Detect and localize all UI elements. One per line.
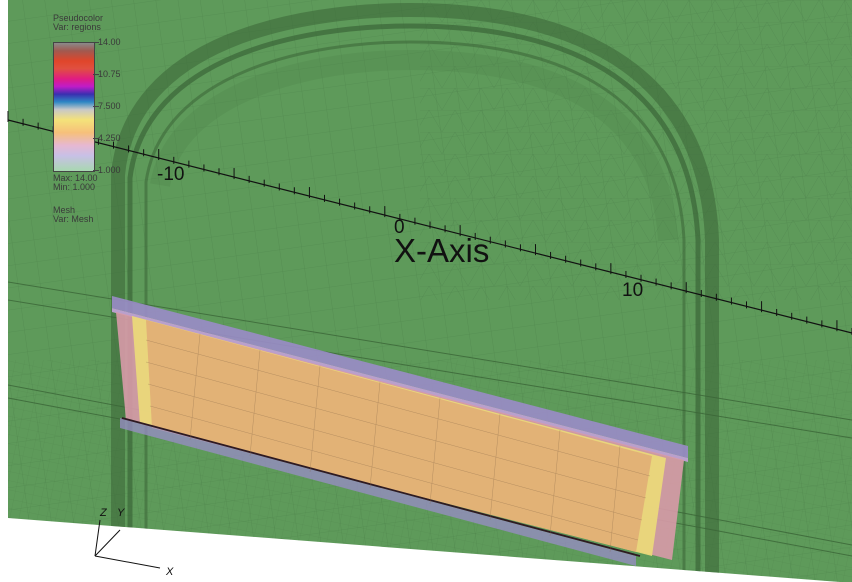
region-block (112, 296, 688, 566)
legend-tick (93, 170, 99, 171)
x-axis: -10 0 10 X-Axis (7, 111, 852, 335)
axis-title: X-Axis (394, 232, 489, 269)
legend-tick-label: 10.75 (98, 69, 121, 79)
legend-tick-label: 7.500 (98, 101, 121, 111)
legend-colorbar (53, 42, 95, 172)
triad-x-label: X (165, 566, 174, 578)
axis-triad: Z Y X (94, 507, 174, 578)
axis-tick-label-0: 0 (394, 217, 405, 238)
legend-tick-label: 4.250 (98, 133, 121, 143)
axis-tick-label-10: 10 (622, 280, 643, 301)
legend-mesh-var: Var: Mesh (53, 214, 94, 224)
legend-min: Min: 1.000 (53, 182, 96, 192)
legend-var: Var: regions (53, 22, 101, 32)
legend-tick-label-max: 14.00 (98, 37, 121, 47)
axis-tick-label-neg10: -10 (157, 164, 184, 185)
legend-tick (93, 138, 99, 139)
legend-max: Max: 14.00 (53, 173, 98, 183)
dome-boundary (111, 2, 719, 582)
triad-y-label: Y (117, 507, 125, 519)
legend-plot-type: Pseudocolor (53, 13, 104, 23)
legend-tick (93, 42, 99, 43)
legend-tick (93, 106, 99, 107)
legend-tick (93, 74, 99, 75)
triad-z-label: Z (99, 507, 108, 519)
legend-tick-label-min: 1.000 (98, 165, 121, 175)
legend-mesh-title: Mesh (53, 205, 76, 215)
